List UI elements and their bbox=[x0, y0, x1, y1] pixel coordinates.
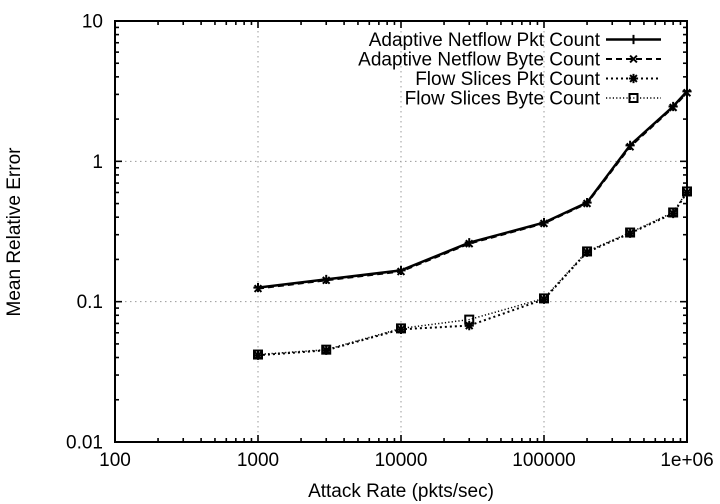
legend-label-fs-pkt: Flow Slices Pkt Count bbox=[415, 69, 601, 90]
series-2-marker bbox=[668, 208, 678, 219]
y-tick-label-0.1: 0.1 bbox=[77, 292, 103, 313]
legend-sample-marker-2 bbox=[628, 73, 639, 84]
x-axis-title: Attack Rate (pkts/sec) bbox=[308, 481, 494, 502]
x-tick-label-100000: 100000 bbox=[512, 450, 575, 471]
series-3-marker bbox=[682, 186, 692, 197]
legend-sample-marker-0 bbox=[628, 34, 639, 45]
series-1-marker bbox=[539, 219, 549, 228]
series-1-marker bbox=[322, 276, 331, 285]
x-tick-label-100: 100 bbox=[99, 450, 131, 471]
series-line-2 bbox=[257, 191, 688, 357]
legend-label-fs-byte: Flow Slices Byte Count bbox=[405, 89, 601, 110]
legend-label-anf-byte: Adaptive Netflow Byte Count bbox=[358, 50, 601, 71]
series-2-marker bbox=[682, 187, 692, 198]
y-tick-label-0.01: 0.01 bbox=[66, 433, 103, 454]
series-1-marker bbox=[669, 103, 678, 112]
series-2-marker bbox=[464, 321, 474, 331]
series-3-marker bbox=[539, 293, 549, 304]
series-line-3 bbox=[257, 191, 688, 356]
series bbox=[253, 86, 692, 360]
tick-labels: 100 1000 10000 100000 1e+06 0.01 0.1 1 10 bbox=[66, 12, 714, 472]
series-line-1 bbox=[257, 92, 688, 290]
series-2-marker bbox=[539, 294, 549, 304]
series-1-marker bbox=[396, 267, 406, 276]
series-1-marker bbox=[253, 284, 263, 293]
series-3-marker bbox=[396, 323, 406, 334]
y-tick-label-10: 10 bbox=[82, 12, 103, 33]
series-3-marker bbox=[464, 314, 475, 325]
series-1-marker bbox=[582, 199, 592, 208]
y-axis-title: Mean Relative Error bbox=[4, 147, 25, 317]
series-line-0 bbox=[257, 90, 688, 289]
x-tick-label-1000: 1000 bbox=[237, 450, 279, 471]
series-2-marker bbox=[582, 247, 592, 257]
series-3-marker bbox=[321, 344, 332, 355]
series-2-marker bbox=[253, 350, 263, 360]
series-1-marker bbox=[682, 88, 692, 97]
series-2-marker bbox=[625, 228, 635, 238]
x-tick-label-10000: 10000 bbox=[375, 450, 428, 471]
y-tick-label-1: 1 bbox=[92, 152, 103, 173]
series-3-marker bbox=[582, 246, 593, 257]
series-3-marker bbox=[625, 227, 636, 238]
legend-label-anf-pkt: Adaptive Netflow Pkt Count bbox=[369, 30, 601, 51]
x-tick-label-1e+06: 1e+06 bbox=[660, 450, 713, 471]
series-2-marker bbox=[396, 324, 406, 334]
series-3-marker bbox=[253, 349, 263, 360]
series-1-marker bbox=[625, 142, 635, 151]
legend-sample-marker-1 bbox=[629, 54, 638, 64]
series-3-marker bbox=[668, 207, 679, 218]
grid bbox=[115, 21, 687, 442]
legend-samples bbox=[606, 34, 661, 103]
legend-sample-marker-3 bbox=[628, 93, 639, 103]
series-1-marker bbox=[465, 239, 474, 248]
